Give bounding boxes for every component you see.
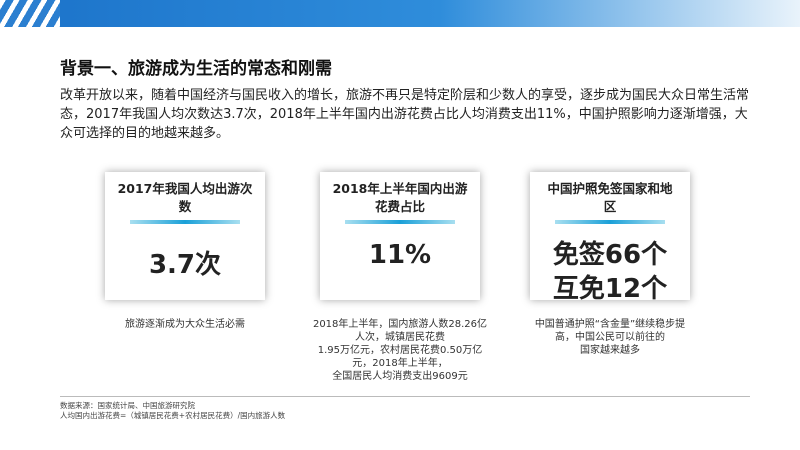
heading-line: 2018年上半年国内出游 [332,181,468,196]
caption-line: 中国普通护照“含金量”继续稳步提 [534,319,686,330]
caption-line: 旅游逐渐成为大众生活必需 [125,319,245,330]
footer-note: 数据来源：国家统计局、中国旅游研究院 [60,401,195,410]
caption-line: 全国居民人均消费支出9609元 [332,371,468,382]
card-heading: 2018年上半年国内出游 花费占比 [320,180,480,216]
card-value: 11% [320,238,480,272]
caption-line: 高，中国公民可以前往的 [555,332,665,343]
value-line: 11% [368,240,432,270]
value-line: 3.7次 [148,250,222,280]
caption-line: 国家越来越多 [580,345,640,356]
card-caption: 旅游逐渐成为大众生活必需 [95,318,275,331]
heading-line: 花费占比 [374,199,425,214]
footer-note: 人均国内出游花费=（城镇居民花费+农村居民花费）/国内旅游人数 [60,411,286,420]
heading-line: 中国护照免签国家和地区 [547,181,673,214]
caption-line: 2018年上半年，国内旅游人数28.26亿 [312,319,488,330]
accent-bar [345,220,455,224]
card-value: 免签66个互免12个 [530,238,690,306]
card-value: 3.7次 [105,248,265,282]
divider [60,396,750,397]
stripes [0,0,60,27]
caption-line: 人次，城镇居民花费 [355,332,445,343]
value-line: 免签66个 [552,240,668,270]
top-bar [0,0,800,27]
card-heading: 中国护照免签国家和地区 [530,180,690,216]
stat-card: 中国护照免签国家和地区 免签66个互免12个 [530,172,690,304]
stat-card: 2017年我国人均出游次数 3.7次 [105,172,265,300]
value-line: 互免12个 [552,274,668,304]
stat-card: 2018年上半年国内出游 花费占比 11% [320,172,480,300]
accent-bar [555,220,665,224]
heading-line: 2017年我国人均出游次数 [117,181,253,214]
slide-title: 背景一、旅游成为生活的常态和刚需 [60,59,332,79]
card-heading: 2017年我国人均出游次数 [105,180,265,216]
caption-line: 元，2018年上半年， [352,358,448,369]
card-caption: 2018年上半年，国内旅游人数28.26亿 人次，城镇居民花费 1.95万亿元，农村… [310,318,490,383]
accent-bar [130,220,240,224]
caption-line: 1.95万亿元，农村居民花费0.50万亿 [317,345,483,356]
intro-text: 改革开放以来，随着中国经济与国民收入的增长，旅游不再只是特定阶层和少数人的享受，… [60,88,750,141]
card-caption: 中国普通护照“含金量”继续稳步提 高，中国公民可以前往的 国家越来越多 [520,318,700,357]
